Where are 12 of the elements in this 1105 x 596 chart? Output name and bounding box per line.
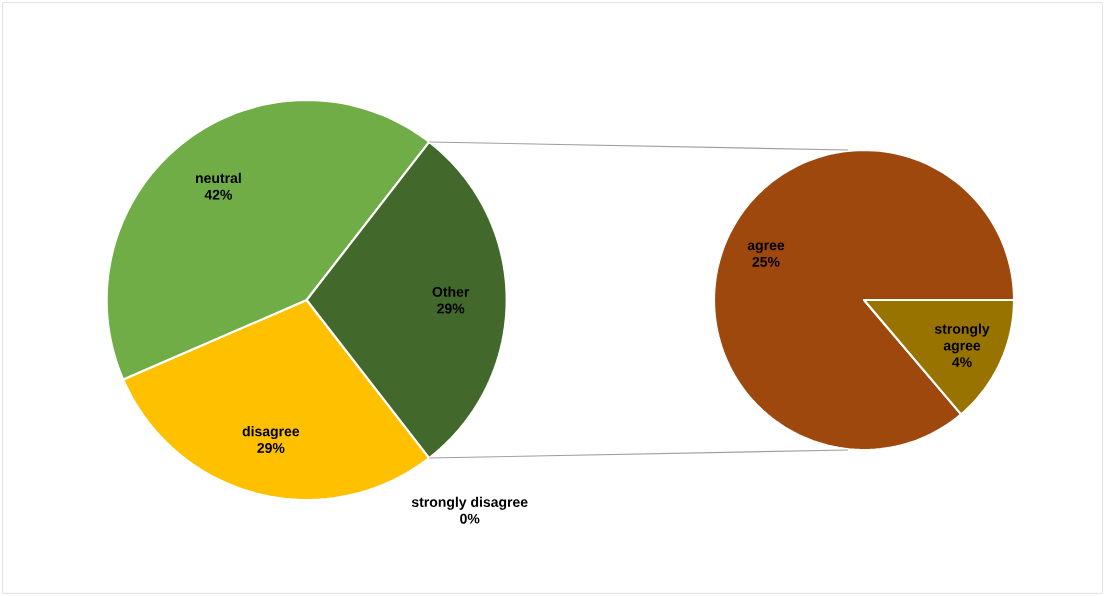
slice-label: disagree xyxy=(242,426,300,440)
slice-label: strongly agree xyxy=(934,323,990,354)
data-label: 29% xyxy=(257,443,285,453)
category-label: strongly disagree xyxy=(411,496,528,510)
data-label: 25% xyxy=(752,256,780,267)
slice-label: Other xyxy=(432,286,470,297)
text: 0% xyxy=(460,513,480,524)
data-label: 4% xyxy=(952,357,972,368)
slice-label: neutral xyxy=(195,172,241,184)
slice-label: agree xyxy=(747,242,785,253)
data-label: 42% xyxy=(204,189,233,200)
data-label: 29% xyxy=(437,303,465,314)
